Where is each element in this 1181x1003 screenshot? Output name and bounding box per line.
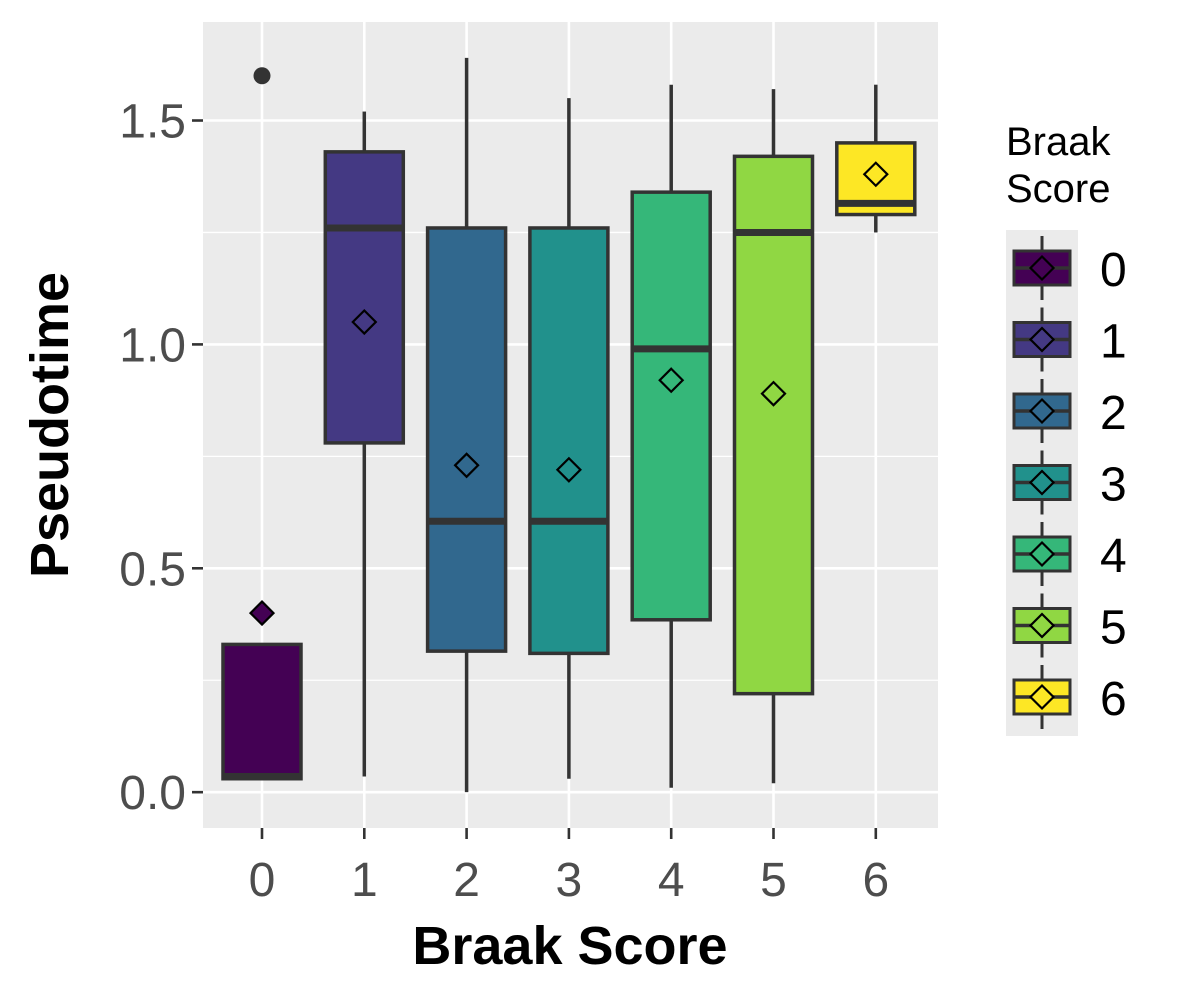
box-5	[732, 89, 815, 784]
x-tick-label: 4	[658, 854, 685, 907]
legend-label: 5	[1100, 602, 1127, 655]
x-axis: 0 1 2 3 4 5 6	[249, 828, 889, 907]
box-6	[835, 84, 917, 233]
mean-marker	[555, 456, 582, 483]
box-body	[630, 190, 712, 622]
mean-marker	[658, 367, 685, 394]
legend-title: Braak	[1006, 120, 1111, 164]
x-tick-label: 1	[351, 854, 378, 907]
legend-label: 1	[1100, 316, 1127, 369]
box-0	[221, 67, 303, 781]
legend-item-2: 2	[1012, 379, 1127, 443]
legend-title: Score	[1006, 167, 1111, 211]
box-body	[323, 150, 406, 445]
y-axis: 0.0 0.5 1.0 1.5	[119, 96, 203, 820]
legend-key-mean	[1028, 540, 1056, 568]
mean-marker	[453, 452, 480, 479]
box-body	[221, 642, 303, 781]
legend-item-6: 6	[1012, 665, 1127, 729]
legend-item-1: 1	[1012, 307, 1127, 372]
legend-label: 4	[1100, 530, 1127, 583]
box-4	[630, 84, 712, 788]
box-body	[425, 226, 508, 653]
legend-item-3: 3	[1012, 450, 1127, 515]
legend-key-mean	[1028, 397, 1056, 425]
legend-key-mean	[1028, 683, 1056, 711]
legend-key-mean	[1028, 469, 1056, 496]
legend-label: 0	[1100, 244, 1127, 297]
mean-marker	[351, 308, 378, 336]
y-tick-label: 1.5	[119, 96, 186, 149]
x-tick-label: 5	[760, 854, 787, 907]
x-axis-title: Braak Score	[412, 916, 727, 976]
box-body	[528, 226, 610, 656]
x-tick-label: 2	[453, 854, 480, 907]
box-1	[323, 111, 406, 777]
box-2	[425, 57, 508, 793]
box-3	[528, 98, 610, 779]
outlier-point	[253, 67, 271, 85]
box-series	[221, 57, 917, 793]
y-tick-label: 1.0	[119, 319, 186, 372]
x-tick-label: 3	[556, 854, 583, 907]
mean-marker	[760, 380, 787, 407]
legend-label: 2	[1100, 387, 1127, 440]
legend-key-mean	[1028, 326, 1056, 353]
legend-label: 6	[1100, 673, 1127, 726]
legend-item-0: 0	[1012, 236, 1127, 300]
box-body	[732, 154, 815, 696]
y-tick-label: 0.5	[119, 543, 186, 596]
legend-key-mean	[1028, 254, 1056, 282]
legend-key-mean	[1028, 612, 1056, 639]
legend-item-5: 5	[1012, 593, 1127, 658]
legend-item-4: 4	[1012, 522, 1127, 586]
legend-label: 3	[1100, 459, 1127, 512]
x-tick-label: 0	[249, 854, 276, 907]
y-tick-label: 0.0	[119, 767, 186, 820]
x-tick-label: 6	[862, 854, 889, 907]
y-axis-title: Pseudotime	[20, 272, 80, 578]
mean-marker	[862, 161, 889, 188]
mean-marker	[248, 600, 276, 627]
